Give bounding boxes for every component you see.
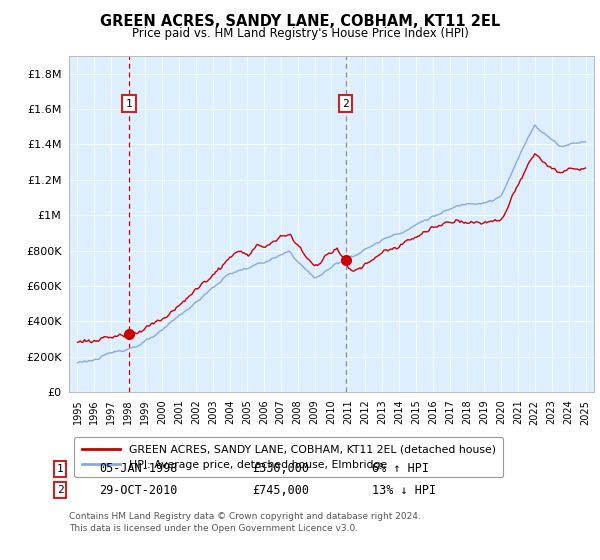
- Text: 2: 2: [56, 485, 64, 495]
- Text: 13% ↓ HPI: 13% ↓ HPI: [372, 483, 436, 497]
- Text: £330,000: £330,000: [252, 462, 309, 475]
- Text: 2: 2: [342, 99, 349, 109]
- Legend: GREEN ACRES, SANDY LANE, COBHAM, KT11 2EL (detached house), HPI: Average price, : GREEN ACRES, SANDY LANE, COBHAM, KT11 2E…: [74, 437, 503, 477]
- Text: 6% ↑ HPI: 6% ↑ HPI: [372, 462, 429, 475]
- Text: 29-OCT-2010: 29-OCT-2010: [99, 483, 178, 497]
- Text: Price paid vs. HM Land Registry's House Price Index (HPI): Price paid vs. HM Land Registry's House …: [131, 27, 469, 40]
- Text: 1: 1: [56, 464, 64, 474]
- Text: 05-JAN-1998: 05-JAN-1998: [99, 462, 178, 475]
- Text: £745,000: £745,000: [252, 483, 309, 497]
- Text: 1: 1: [125, 99, 133, 109]
- Text: GREEN ACRES, SANDY LANE, COBHAM, KT11 2EL: GREEN ACRES, SANDY LANE, COBHAM, KT11 2E…: [100, 14, 500, 29]
- Text: Contains HM Land Registry data © Crown copyright and database right 2024.
This d: Contains HM Land Registry data © Crown c…: [69, 512, 421, 533]
